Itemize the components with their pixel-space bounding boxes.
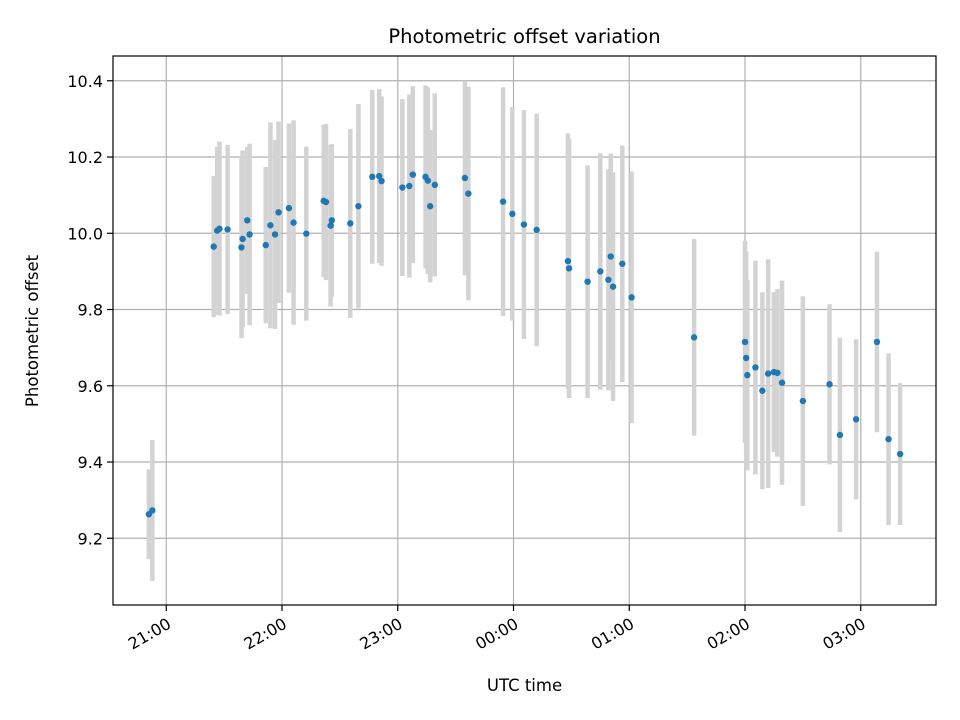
y-tick-label: 9.8 — [78, 301, 103, 320]
error-bars — [146, 80, 903, 581]
x-tick-label: 02:00 — [704, 614, 753, 654]
data-point — [885, 435, 892, 443]
data-point — [520, 221, 528, 228]
y-tick-label: 9.4 — [78, 453, 103, 472]
chart-title: Photometric offset variation — [388, 25, 660, 48]
data-point — [764, 370, 772, 377]
data-point — [799, 397, 807, 405]
y-tick-label: 9.6 — [78, 377, 103, 396]
data-point — [609, 283, 617, 290]
data-point — [328, 217, 335, 224]
data-point — [533, 226, 540, 234]
data-points — [145, 171, 904, 518]
data-point — [327, 222, 334, 229]
y-axis-ticks: 9.2 9.4 9.6 9.8 10.0 10.2 10.4 — [67, 72, 113, 548]
y-tick-label: 9.2 — [78, 529, 103, 548]
data-point — [499, 198, 507, 205]
data-point — [873, 338, 881, 346]
data-point — [347, 220, 354, 227]
data-point — [369, 173, 376, 181]
data-point — [605, 276, 612, 283]
data-point — [267, 222, 274, 229]
data-point — [216, 225, 223, 232]
data-point — [619, 260, 626, 267]
x-tick-label: 23:00 — [356, 614, 405, 654]
data-point — [275, 209, 282, 216]
data-point — [431, 181, 438, 189]
data-point — [461, 174, 469, 182]
data-point — [271, 231, 279, 238]
data-point — [742, 354, 750, 362]
data-point — [852, 416, 860, 423]
data-point — [149, 507, 156, 514]
data-point — [239, 235, 246, 243]
data-point — [628, 294, 635, 301]
data-point — [322, 198, 330, 206]
data-point — [584, 278, 591, 285]
x-tick-label: 21:00 — [125, 614, 174, 654]
data-point — [759, 387, 766, 394]
data-point — [262, 241, 269, 249]
data-point — [376, 172, 383, 180]
data-point — [224, 226, 231, 233]
data-point — [778, 379, 786, 386]
y-tick-label: 10.2 — [67, 148, 103, 167]
data-point — [774, 369, 781, 377]
data-point — [285, 204, 293, 212]
data-point — [836, 431, 844, 439]
data-point — [690, 334, 698, 341]
data-point — [426, 203, 434, 210]
data-point — [752, 364, 759, 371]
x-tick-label: 22:00 — [241, 614, 290, 654]
plot-frame — [112, 55, 937, 606]
data-point — [244, 217, 251, 224]
data-point — [378, 177, 385, 185]
x-tick-label: 00:00 — [472, 614, 521, 654]
x-axis-ticks: 21:00 22:00 23:00 00:00 01:00 02:00 03:00 — [125, 605, 869, 654]
data-point — [744, 371, 751, 379]
x-axis-label: UTC time — [487, 676, 562, 695]
data-point — [826, 381, 833, 388]
y-tick-label: 10.0 — [67, 224, 103, 243]
y-tick-label: 10.4 — [67, 72, 103, 91]
data-point — [355, 203, 362, 210]
data-point — [896, 450, 904, 458]
data-point — [246, 231, 253, 238]
data-point — [607, 253, 614, 260]
data-point — [597, 268, 604, 275]
data-point — [424, 177, 432, 184]
data-point — [303, 230, 310, 237]
data-point — [210, 243, 217, 250]
data-point — [409, 171, 416, 178]
x-tick-label: 03:00 — [819, 614, 868, 654]
y-axis-label: Photometric offset — [23, 254, 42, 407]
data-point — [564, 257, 572, 265]
data-point — [509, 210, 516, 218]
x-tick-label: 01:00 — [588, 614, 637, 654]
data-point — [406, 182, 413, 190]
data-point — [238, 244, 245, 251]
data-point — [290, 219, 297, 226]
data-point — [565, 265, 573, 272]
data-point — [399, 184, 406, 191]
data-point — [465, 190, 472, 197]
data-point — [741, 338, 749, 346]
